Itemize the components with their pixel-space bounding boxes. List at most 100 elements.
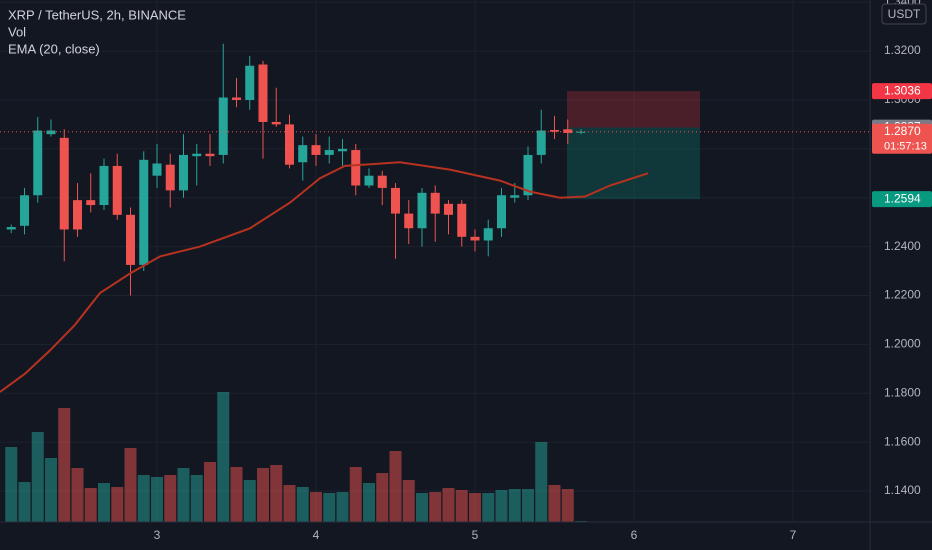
volume-bar [203,462,216,522]
volume-bar [416,493,429,522]
x-tick-label: 3 [154,528,161,542]
stop-label-box [872,83,932,100]
currency: USDT [888,7,921,21]
volume-bar [521,489,534,522]
volume-bar [257,468,270,522]
candle-body [404,213,414,229]
candle-body [152,163,162,176]
volume-bar [44,458,57,522]
volume-bar [376,473,389,522]
stop-zone [566,91,700,128]
candle-body [33,130,43,196]
x-tick-label: 4 [313,528,320,542]
x-tick-label: 7 [790,528,797,542]
target-label: 1.2594 [884,191,921,205]
candle-body [457,203,467,237]
volume-bar [98,483,111,522]
candle-body [271,121,281,125]
countdown: 01:57:13 [884,141,927,153]
candle-body [72,200,82,230]
y-tick-label: 1.1800 [884,385,921,399]
volume-bar [190,475,203,522]
candle-body [417,192,427,229]
volume-bar [508,489,521,522]
candle-body [20,195,30,226]
volume-bar [137,475,150,522]
candle-body [46,130,56,135]
x-tick-label: 6 [631,528,638,542]
chart-title: XRP / TetherUS, 2h, BINANCE [8,7,186,22]
volume-bar [5,447,18,522]
target-label-box [872,191,932,208]
candle-body [443,203,453,215]
volume-bar [270,465,283,522]
candle-body [576,131,586,133]
candle-body [497,195,507,229]
volume-bar [111,487,124,522]
volume-bar [58,408,71,522]
candle-body [298,145,308,163]
volume-bar [548,485,561,522]
volume-bar [177,468,190,522]
volume-bar [362,483,375,522]
volume-bar [71,468,84,522]
volume-bar [429,492,442,522]
volume-bar [124,448,137,522]
candle-body [470,236,480,241]
legend-ema: EMA (20, close) [8,41,100,56]
candle-body [125,214,135,265]
candle-body [284,124,294,165]
candle-body [165,164,175,191]
candle-body [192,153,202,157]
x-tick-label: 5 [472,528,479,542]
volume-bar [349,467,362,522]
last-price-label: 1.2870 [884,124,921,138]
ema-line [0,161,649,393]
candle-body [364,175,374,186]
candle-body [6,227,16,230]
candle-body [231,97,241,100]
candle-body [245,65,255,100]
volume-bar [535,442,548,522]
candle-body [483,228,493,241]
volume-bar [389,451,402,522]
y-tick-label: 1.3200 [884,43,921,57]
y-tick-label: 1.2000 [884,337,921,351]
volume-bar [243,480,256,522]
candle-body [549,130,559,132]
y-tick-label: 1.1600 [884,434,921,448]
candle-body [139,159,149,265]
candle-body [205,153,215,157]
stop-label: 1.3036 [884,83,921,97]
candle-body [338,148,348,152]
candle-body [390,187,400,214]
candle-body [218,97,228,155]
candle-body [536,130,546,155]
candle-body [430,192,440,214]
candle-body [258,64,268,122]
candle-body [112,165,122,215]
candle-body [59,137,69,230]
volume-bar [230,467,243,522]
candle-body [377,175,387,188]
y-tick-label: 1.2400 [884,239,921,253]
volume-bar [336,492,349,522]
y-tick-label: 1.2200 [884,288,921,302]
candle-body [311,145,321,155]
volume-bar [31,432,44,522]
volume-bar [402,480,415,522]
volume-bar [283,485,296,522]
volume-bar [495,490,508,522]
volume-bar [442,488,455,522]
candle-body [99,165,109,206]
volume-bar [482,493,495,522]
candle-body [563,129,573,133]
volume-bar [309,492,322,522]
candle-body [86,200,96,206]
volume-bar [323,493,336,522]
currency-box [881,3,927,25]
volume-bar [150,477,163,522]
candle-body [351,150,361,186]
